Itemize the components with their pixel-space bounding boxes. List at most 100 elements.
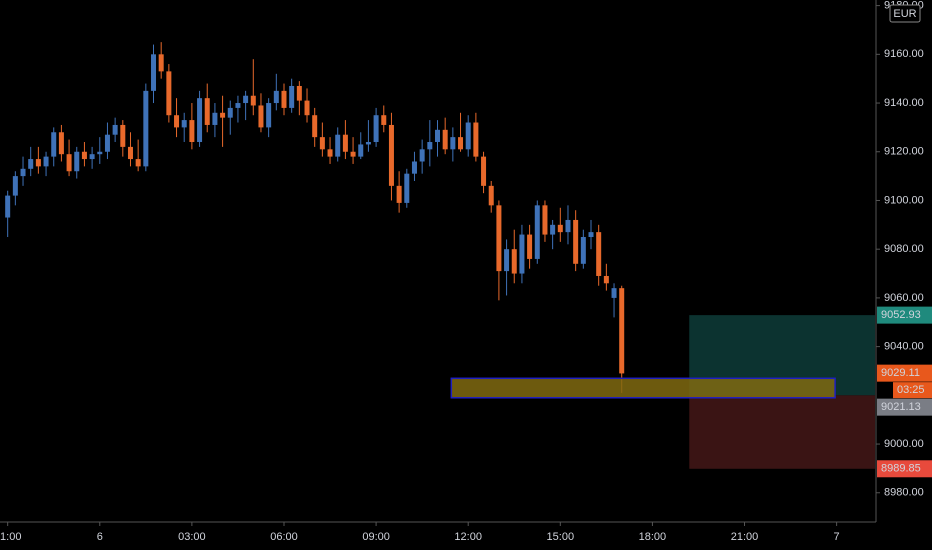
candle-body [151,54,157,91]
candle-body [350,151,356,157]
candle-body [557,224,563,233]
candle-body [342,134,348,152]
price-label-box [877,398,932,416]
y-tick-label: 9000.00 [884,438,924,450]
candle-body [411,161,417,174]
price-label-box [877,306,932,324]
candle-body [519,234,525,274]
candle-body [51,132,57,157]
candle-body [358,144,364,157]
y-tick-label: 9120.00 [884,146,924,158]
price-label-box [877,364,932,382]
candle-body [189,120,195,143]
candle-body [28,159,34,169]
candle-body [58,132,64,155]
candle-body [373,115,379,143]
candle-body [488,185,494,206]
candle-body [611,288,617,298]
candle-body [542,205,548,235]
x-tick-label: 06:00 [270,531,298,543]
candle-body [197,98,203,143]
candle-body [166,71,172,116]
y-tick-label: 9140.00 [884,97,924,109]
candle-body [204,98,210,125]
price-label-box [877,460,932,478]
candle-body [419,149,425,162]
candle-body [20,168,26,177]
candle-body [143,90,149,167]
candle-body [511,249,517,274]
candle-body [258,105,264,128]
candle-body [365,142,371,145]
countdown-box [893,382,932,399]
candle-body [66,154,72,172]
candle-body [458,137,464,150]
currency-box [889,4,921,23]
x-tick-label: 03:00 [178,531,206,543]
price-label: 9021.13 [881,401,921,413]
candle-body [35,159,41,167]
candle-body [381,115,387,125]
candle-body [273,90,279,104]
candle-body [473,122,479,157]
candle-body [312,115,318,138]
candle-body [266,103,272,128]
x-tick-label: 21:00 [731,531,759,543]
x-tick-label: 6 [97,531,103,543]
candle-body [527,234,533,259]
candle-body [465,122,471,150]
price-label: 9052.93 [881,309,921,321]
x-tick-label: 12:00 [454,531,482,543]
candle-body [588,232,594,238]
candle-body [43,156,49,167]
y-tick-label: 9080.00 [884,243,924,255]
y-tick-label: 9060.00 [884,292,924,304]
candle-body [235,103,241,108]
candle-body [281,90,287,108]
y-tick-label: 9100.00 [884,194,924,206]
x-tick-label: 18:00 [639,531,667,543]
candle-body [304,100,310,116]
candle-body [296,85,302,101]
plot-area [5,42,875,469]
candle-body [442,129,448,150]
candle-body [220,112,226,118]
candle-body [74,151,80,172]
price-label: 8989.85 [881,463,921,475]
y-tick-label: 9160.00 [884,48,924,60]
candle-body [450,137,456,150]
x-tick-label: 15:00 [547,531,575,543]
zone-box [450,377,836,399]
candle-body [12,176,18,196]
candle-body [396,185,402,203]
loss-zone [689,395,875,469]
candle-body [174,115,180,128]
candle-body [335,134,341,157]
candle-body [603,275,609,284]
candle-body [89,154,95,160]
candle-body [565,219,571,233]
candle-body [534,205,540,259]
candle-body [112,124,118,135]
candle-body [327,149,333,157]
candle-body [496,205,502,272]
candle-body [435,129,440,143]
candle-body [580,237,586,264]
candle-body [573,219,579,264]
x-tick-label: 09:00 [362,531,390,543]
x-tick-label: 21:00 [0,531,21,543]
currency: EUR [893,8,916,20]
candle-body [481,156,487,186]
price-label: 9029.11 [881,367,920,379]
candle-body [289,85,295,108]
candle-body [181,120,187,128]
candle-body [135,159,141,167]
candle-body [243,95,249,104]
candle-body [596,232,602,276]
candle-body [427,142,433,150]
x-tick-label: 7 [834,531,840,543]
candle-body [619,288,625,374]
candle-body [319,137,325,150]
